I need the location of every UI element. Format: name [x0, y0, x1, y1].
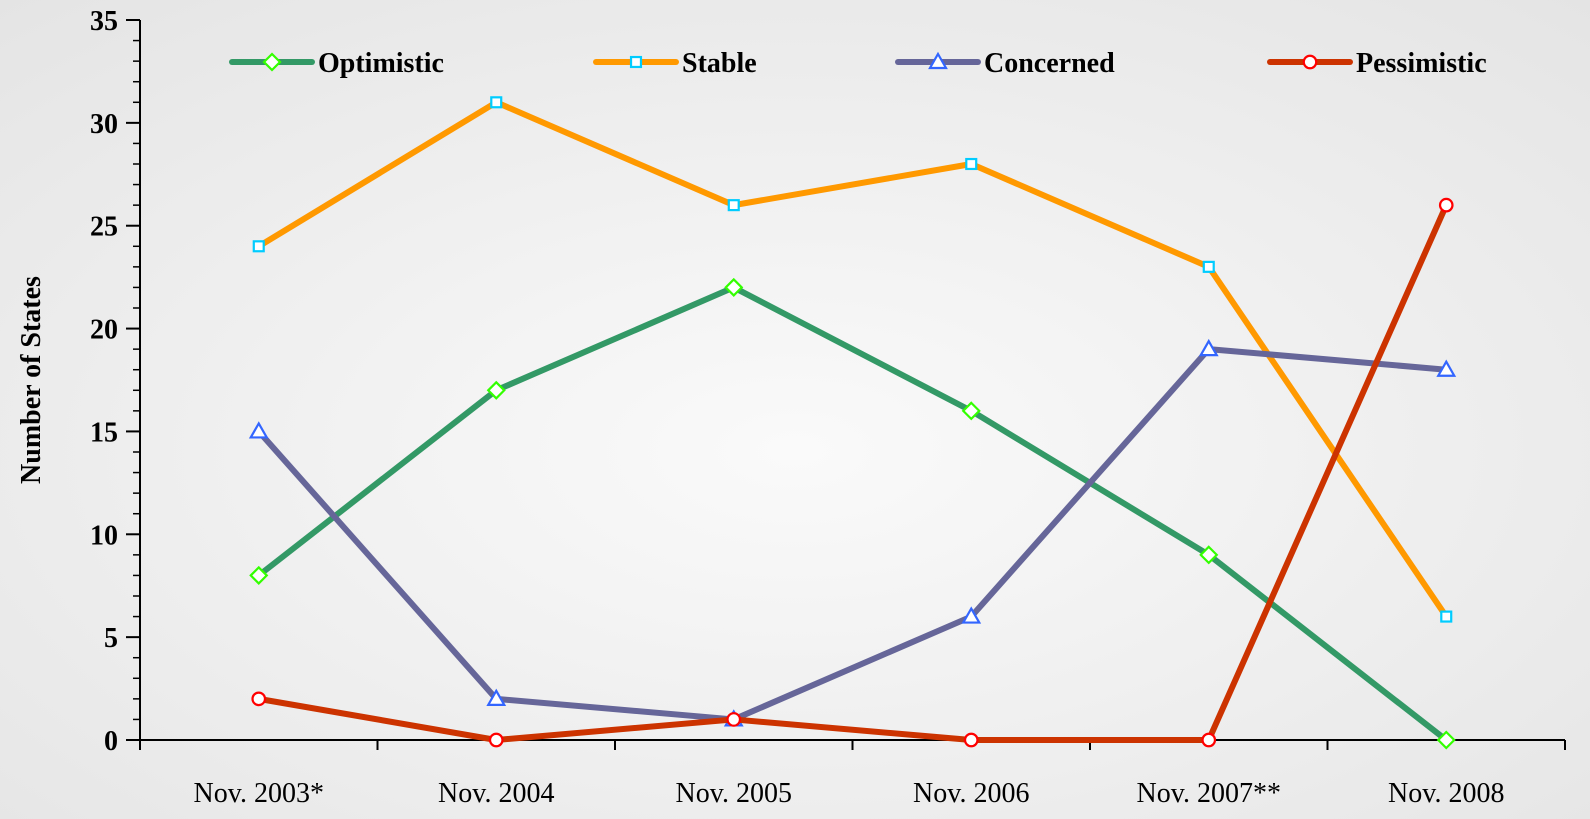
- data-point: [1201, 732, 1217, 748]
- data-point: [248, 421, 269, 439]
- axes: 0 5 10 15 20 25 30 35 Nov. 2003* Nov. 2004 Nov. 20…: [90, 6, 1566, 809]
- legend-label: Stable: [682, 48, 757, 79]
- y-tick-label: 20: [90, 315, 118, 346]
- series-concerned: [248, 338, 1457, 727]
- legend-label: Concerned: [984, 48, 1115, 79]
- series-line-pessimistic: [255, 202, 1450, 743]
- data-point: [249, 565, 269, 585]
- legend-item-stable: Stable: [593, 48, 757, 79]
- legend-marker: [928, 51, 948, 70]
- x-tick-label: Nov. 2007**: [1137, 778, 1281, 809]
- y-tick-label: 0: [104, 726, 118, 757]
- legend-item-concerned: Concerned: [895, 48, 1115, 79]
- x-tick-label: Nov. 2004: [438, 778, 554, 809]
- data-point: [486, 688, 507, 706]
- data-point: [724, 277, 744, 297]
- legend-marker: [629, 55, 643, 69]
- x-tick-label: Nov. 2008: [1388, 778, 1504, 809]
- data-point: [490, 96, 503, 109]
- data-point: [488, 732, 504, 748]
- x-tick-label: Nov. 2005: [676, 778, 792, 809]
- data-point: [961, 401, 981, 421]
- series-stable: [252, 96, 1453, 623]
- y-axis-title: Number of States: [16, 276, 47, 484]
- series-line-stable: [255, 99, 1450, 620]
- legend-marker: [1302, 54, 1318, 70]
- legend-item-optimistic: Optimistic: [229, 48, 444, 79]
- data-point: [1199, 545, 1219, 565]
- data-point: [1440, 610, 1453, 623]
- y-tick-label: 5: [104, 623, 118, 654]
- data-point: [961, 606, 982, 624]
- legend-label: Optimistic: [318, 48, 444, 79]
- y-tick-label: 25: [90, 212, 118, 243]
- y-tick-label: 10: [90, 520, 118, 551]
- data-point: [1202, 260, 1215, 273]
- data-point: [252, 240, 265, 253]
- series-line-concerned: [255, 346, 1450, 723]
- legend-item-pessimistic: Pessimistic: [1267, 48, 1487, 79]
- y-tick-label: 15: [90, 417, 118, 448]
- x-tick-label: Nov. 2003*: [194, 778, 324, 809]
- data-point: [726, 712, 742, 727]
- data-point: [1436, 359, 1457, 377]
- data-point: [965, 157, 978, 171]
- data-point: [486, 380, 506, 400]
- legend-marker: [262, 52, 282, 72]
- y-tick-label: 35: [90, 6, 118, 37]
- data-point: [727, 199, 740, 212]
- y-tick-label: 30: [90, 109, 118, 140]
- legend: Optimistic Stable Concerned Pessimistic: [229, 48, 1487, 79]
- series-pessimistic: [251, 197, 1454, 748]
- legend-label: Pessimistic: [1356, 48, 1487, 79]
- series-group: [248, 96, 1457, 750]
- series-optimistic: [249, 277, 1456, 750]
- data-point: [1436, 730, 1456, 750]
- series-line-optimistic: [255, 284, 1450, 743]
- data-point: [963, 732, 979, 748]
- data-point: [1198, 338, 1219, 357]
- data-point: [251, 691, 267, 707]
- x-tick-label: Nov. 2006: [913, 778, 1029, 809]
- data-point: [1438, 197, 1454, 213]
